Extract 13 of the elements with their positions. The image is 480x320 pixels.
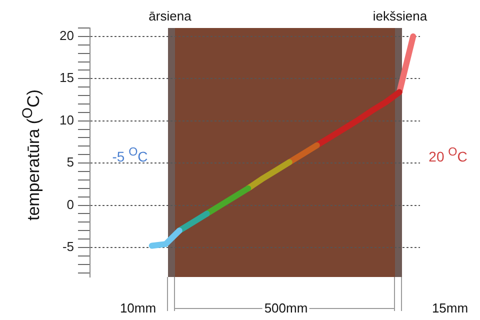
annotation: -5 $^{O}$C [111,146,149,164]
text: 15mm [430,300,470,316]
y-tick-label: -5 [62,239,74,254]
text: 500mm [262,300,310,316]
y-tick-label: 15 [60,70,74,86]
text: iekšsiena [372,8,428,24]
text: 10mm [118,300,158,316]
y-tick-label: 5 [66,154,74,170]
text: ārsiena [148,8,192,24]
y-tick-label: 20 [60,28,74,44]
text: 20 $^{O}$C [428,146,468,164]
y-tick-label: 10 [60,112,74,128]
y-tick-label: 0 [66,196,74,212]
